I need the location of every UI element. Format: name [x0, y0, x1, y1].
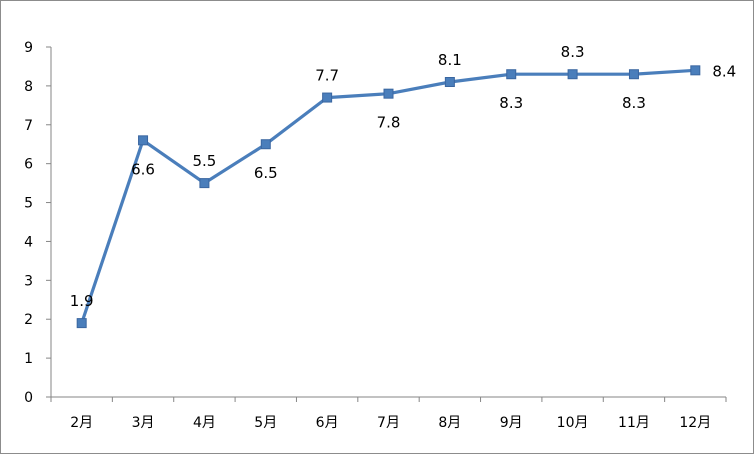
y-tick-label: 8 [24, 79, 33, 95]
data-point-marker [383, 88, 394, 99]
series-line [80, 68, 696, 324]
series-markers [76, 65, 701, 329]
data-label: 6.5 [254, 164, 278, 182]
x-tick-label: 6月 [316, 415, 339, 431]
data-point-marker [76, 318, 87, 329]
data-point-marker [567, 69, 578, 80]
x-tick-label: 5月 [254, 415, 277, 431]
y-tick-label: 1 [24, 351, 33, 367]
x-tick-label: 2月 [70, 415, 93, 431]
data-label: 8.3 [499, 94, 523, 112]
x-tick-label: 7月 [377, 415, 400, 431]
x-tick-label: 11月 [618, 415, 650, 431]
data-label: 8.3 [622, 94, 646, 112]
y-tick-label: 7 [24, 118, 33, 134]
y-tick-label: 5 [24, 196, 33, 212]
data-label: 6.6 [131, 160, 155, 178]
x-tick-label: 4月 [193, 415, 216, 431]
y-tick-label: 3 [24, 273, 33, 289]
x-tick-label: 3月 [132, 415, 155, 431]
y-tick-label: 9 [24, 40, 33, 56]
data-point-marker [506, 69, 517, 80]
y-tick-label: 6 [24, 157, 33, 173]
data-point-marker [199, 178, 210, 189]
data-point-marker [690, 65, 701, 76]
x-tick-label: 12月 [679, 415, 711, 431]
axes [50, 47, 726, 398]
data-point-marker [444, 77, 455, 87]
data-label: 5.5 [192, 152, 216, 170]
data-labels: 1.9 6.6 5.5 6.5 7.7 7.8 8.1 8.3 8.3 8.3 8.4 [70, 43, 736, 310]
data-point-marker [322, 92, 333, 103]
data-label: 7.8 [377, 114, 401, 132]
x-tick-label: 10月 [557, 415, 589, 431]
y-tick-label: 0 [24, 390, 33, 406]
data-point-marker [138, 135, 149, 146]
x-tick-label: 9月 [500, 415, 523, 431]
data-point-marker [628, 69, 639, 80]
y-axis-ticks: 0 1 2 3 4 5 6 7 8 9 [24, 40, 51, 406]
data-point-marker [260, 139, 271, 150]
data-label: 1.9 [70, 292, 94, 310]
x-axis-ticks: 2月 3月 4月 5月 6月 7月 8月 9月 10月 11月 12月 [50, 397, 727, 431]
data-label: 8.1 [438, 51, 462, 69]
data-label: 8.4 [712, 62, 736, 80]
x-tick-label: 8月 [438, 415, 461, 431]
data-label: 8.3 [561, 43, 585, 61]
y-tick-label: 2 [24, 312, 33, 328]
data-label: 7.7 [315, 67, 339, 85]
y-tick-label: 4 [24, 234, 33, 250]
